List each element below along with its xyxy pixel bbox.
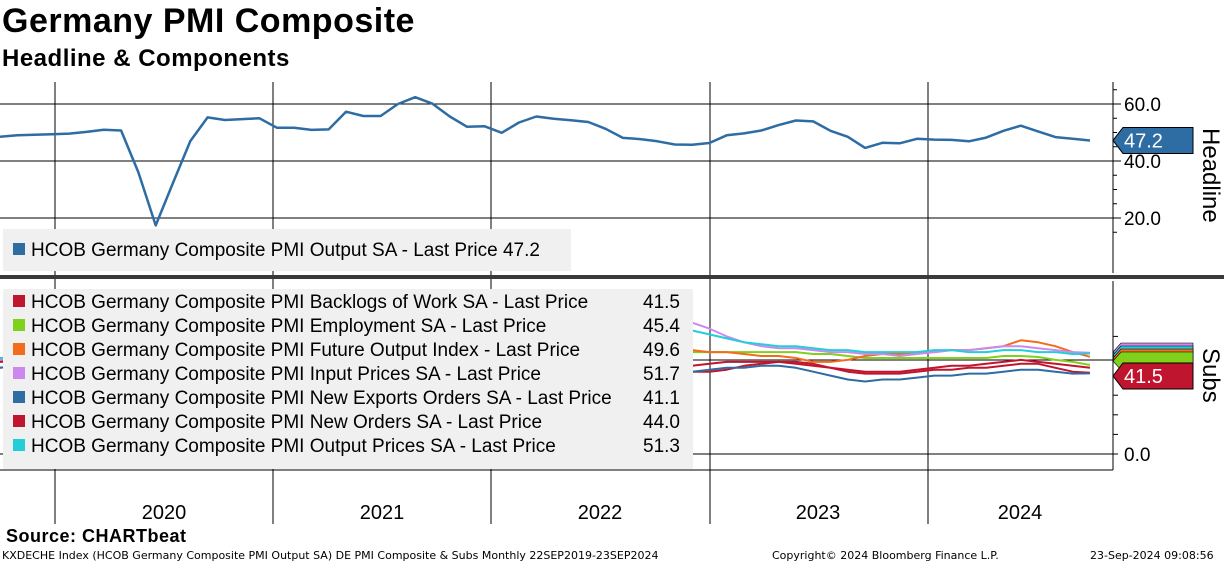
legend-value-new_exports: 41.1 [643, 388, 680, 409]
legend-label-new_orders: HCOB Germany Composite PMI New Orders SA… [31, 412, 543, 433]
legend-swatch-new_orders [13, 415, 25, 427]
x-tick-label: 2020 [142, 502, 187, 524]
legend-label-headline: HCOB Germany Composite PMI Output SA - L… [31, 240, 540, 261]
legend-item-future_output: HCOB Germany Composite PMI Future Output… [13, 340, 580, 362]
legend-item-new_orders: HCOB Germany Composite PMI New Orders SA… [13, 412, 542, 434]
legend-swatch-future_output [13, 343, 25, 355]
legend-item-headline: HCOB Germany Composite PMI Output SA - L… [13, 240, 540, 262]
page-title: Germany PMI Composite [2, 2, 415, 40]
legend-swatch-headline [13, 243, 25, 255]
legend-swatch-backlogs [13, 295, 25, 307]
legend-value-new_orders: 44.0 [643, 412, 680, 433]
x-tick-label: 2021 [360, 502, 405, 524]
y-tick-label: 60.0 [1124, 95, 1161, 116]
x-tick-label: 2023 [796, 502, 841, 524]
legend-value-employment: 45.4 [643, 316, 680, 337]
last-value-badge-backlogs [1112, 362, 1194, 390]
legend-item-new_exports: HCOB Germany Composite PMI New Exports O… [13, 388, 612, 410]
legend-label-employment: HCOB Germany Composite PMI Employment SA… [31, 316, 547, 337]
headline-axis-title: Headline [1197, 128, 1224, 223]
last-value-label-headline: 47.2 [1124, 130, 1163, 152]
legend-label-new_exports: HCOB Germany Composite PMI New Exports O… [31, 388, 612, 409]
top-legend: HCOB Germany Composite PMI Output SA - L… [3, 229, 571, 271]
last-value-label-backlogs: 41.5 [1124, 366, 1163, 388]
legend-label-output_prices: HCOB Germany Composite PMI Output Prices… [31, 436, 556, 457]
copyright: Copyright© 2024 Bloomberg Finance L.P. [772, 549, 999, 562]
y-tick-label: 20.0 [1124, 209, 1161, 230]
legend-value-backlogs: 41.5 [643, 292, 680, 313]
ticker-line: KXDECHE Index (HCOB Germany Composite PM… [2, 549, 659, 562]
source-label: Source: CHARTbeat [6, 526, 187, 546]
legend-value-output_prices: 51.3 [643, 436, 680, 457]
legend-swatch-output_prices [13, 439, 25, 451]
legend-item-output_prices: HCOB Germany Composite PMI Output Prices… [13, 436, 556, 458]
legend-item-backlogs: HCOB Germany Composite PMI Backlogs of W… [13, 292, 588, 314]
y-tick-label: 40.0 [1124, 152, 1161, 173]
page-subtitle: Headline & Components [2, 45, 290, 72]
panel-separator [0, 275, 1224, 279]
subs-axis-title: Subs [1197, 348, 1224, 403]
series-line-headline [0, 95, 1091, 227]
x-tick-label: 2022 [578, 502, 623, 524]
legend-label-backlogs: HCOB Germany Composite PMI Backlogs of W… [31, 292, 589, 313]
legend-value-future_output: 49.6 [643, 340, 680, 361]
legend-item-employment: HCOB Germany Composite PMI Employment SA… [13, 316, 546, 338]
legend-label-future_output: HCOB Germany Composite PMI Future Output… [31, 340, 581, 361]
legend-swatch-input_prices [13, 367, 25, 379]
x-tick-label: 2024 [998, 502, 1043, 524]
legend-item-input_prices: HCOB Germany Composite PMI Input Prices … [13, 364, 541, 386]
legend-label-input_prices: HCOB Germany Composite PMI Input Prices … [31, 364, 542, 385]
y-tick-label: 0.0 [1124, 445, 1150, 466]
last-value-badge-headline [1112, 126, 1194, 154]
legend-value-input_prices: 51.7 [643, 364, 680, 385]
timestamp: 23-Sep-2024 09:08:56 [1090, 549, 1214, 562]
bottom-legend: HCOB Germany Composite PMI Backlogs of W… [3, 289, 693, 469]
legend-swatch-employment [13, 319, 25, 331]
legend-swatch-new_exports [13, 391, 25, 403]
